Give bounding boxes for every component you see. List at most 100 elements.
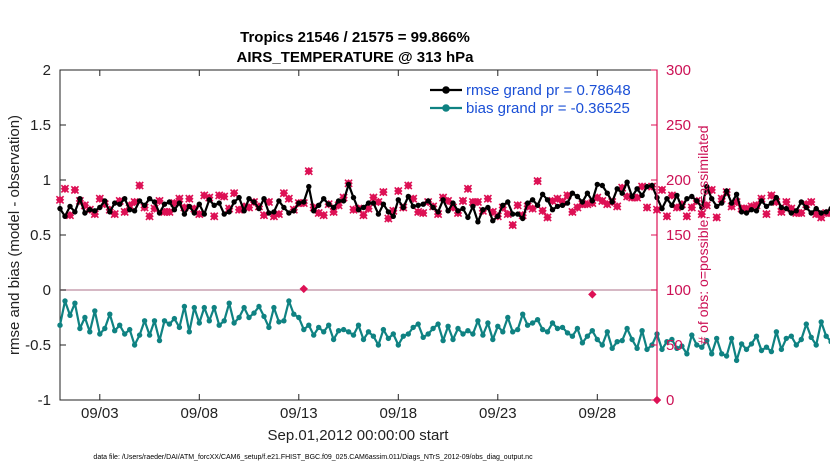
rmse-point-76	[435, 209, 441, 215]
rmse-point-46	[286, 210, 292, 216]
rmse-point-140	[753, 208, 760, 214]
bias-point-43	[271, 304, 277, 311]
bias-point-51	[311, 332, 317, 338]
rmse-point-143	[768, 200, 775, 206]
bias-point-50	[306, 322, 312, 328]
rmse-point-41	[261, 196, 267, 202]
rmse-point-128	[694, 198, 700, 204]
bias-point-151	[808, 334, 814, 340]
rmse-point-26	[186, 203, 192, 210]
y-left-tick-label-0: -1	[38, 392, 51, 409]
bias-point-41	[261, 313, 267, 320]
y-right-tick-label-4: 200	[666, 172, 691, 189]
obs-assimilated-marker-95	[528, 204, 537, 213]
bias-point-146	[783, 335, 789, 342]
bias-point-80	[455, 325, 461, 332]
rmse-point-4	[77, 196, 83, 202]
bias-point-64	[375, 342, 382, 348]
bias-point-11	[112, 328, 118, 334]
obs-assimilated-marker-98	[543, 213, 552, 222]
bias-point-46	[286, 298, 292, 304]
bias-point-107	[589, 328, 595, 334]
x-tick-label-0: 09/03	[81, 405, 119, 422]
rmse-point-125	[679, 204, 685, 211]
rmse-point-126	[684, 196, 690, 202]
bias-point-70	[405, 331, 411, 337]
bias-point-72	[415, 321, 421, 327]
y-left-tick-label-5: 1.5	[30, 117, 51, 134]
bias-point-57	[340, 326, 347, 333]
bias-point-154	[823, 333, 829, 339]
bias-point-77	[440, 337, 446, 344]
obs-assimilated-marker-55	[329, 207, 338, 217]
rmse-point-89	[500, 202, 506, 208]
obs-assimilated-marker-68	[394, 186, 403, 196]
bias-point-47	[291, 311, 297, 317]
rmse-point-103	[569, 190, 576, 196]
obs-assimilated-marker-35	[229, 189, 239, 198]
bias-point-53	[321, 329, 327, 335]
bias-point-49	[301, 326, 307, 333]
obs-assimilated-marker-73	[419, 208, 428, 218]
rmse-point-131	[709, 196, 715, 202]
rmse-point-122	[664, 196, 670, 202]
bias-point-7	[92, 308, 98, 314]
bias-point-28	[196, 320, 202, 326]
rmse-point-149	[798, 199, 804, 205]
rmse-point-70	[405, 193, 411, 200]
rmse-point-47	[291, 208, 297, 214]
rmse-point-30	[206, 197, 212, 203]
bias-point-19	[151, 318, 158, 324]
y-left-tick-label-2: 0	[43, 282, 51, 299]
obs-assimilated-marker-142	[762, 209, 771, 219]
y-right-tick-label-6: 300	[666, 62, 691, 79]
rmse-point-48	[296, 200, 302, 206]
rmse-point-16	[136, 198, 143, 204]
rmse-point-5	[82, 210, 88, 216]
obs-assimilated-marker-84	[473, 197, 483, 207]
bias-point-121	[659, 346, 665, 353]
bias-point-135	[728, 335, 735, 342]
obs-assimilated-marker-61	[359, 211, 368, 220]
bias-point-37	[241, 304, 247, 311]
rmse-point-108	[594, 181, 600, 188]
bias-point-106	[584, 333, 591, 339]
rmse-point-150	[803, 204, 809, 211]
obs-outlier-marker-1	[588, 290, 597, 299]
obs-outlier-marker-0	[299, 284, 308, 294]
rmse-point-33	[221, 211, 227, 217]
obs-assimilated-marker-126	[682, 212, 692, 221]
y-axis-left-label: rmse and bias (model - observation)	[6, 115, 23, 355]
y-left-tick-label-3: 0.5	[30, 227, 51, 244]
bias-point-133	[719, 351, 725, 357]
obs-assimilated-marker-121	[657, 185, 667, 195]
bias-point-109	[599, 342, 605, 348]
data-file-footer: data file: /Users/raeder/DAI/ATM_forcXX/…	[93, 454, 533, 461]
bias-point-113	[619, 337, 625, 344]
rmse-point-9	[102, 198, 108, 204]
bias-point-42	[266, 324, 272, 331]
rmse-point-10	[107, 209, 113, 215]
bias-point-92	[515, 326, 521, 333]
bias-point-24	[176, 324, 183, 331]
y-left-tick-label-4: 1	[43, 172, 51, 189]
x-axis-label: Sep.01,2012 00:00:00 start	[268, 427, 450, 444]
bias-point-153	[818, 319, 824, 325]
bias-point-84	[475, 318, 481, 324]
rmse-point-151	[808, 210, 814, 216]
bias-point-69	[400, 333, 406, 339]
obs-assimilated-marker-20	[155, 196, 164, 206]
bias-point-138	[743, 346, 750, 353]
rmse-point-75	[430, 204, 436, 211]
rmse-point-142	[763, 203, 770, 210]
bias-point-21	[161, 318, 168, 324]
bias-point-74	[425, 331, 431, 337]
bias-point-124	[674, 345, 680, 351]
obs-assimilated-marker-123	[667, 191, 677, 200]
rmse-point-11	[112, 200, 118, 206]
rmse-point-86	[485, 204, 491, 211]
rmse-point-104	[574, 193, 581, 200]
bias-point-39	[251, 310, 257, 316]
bias-point-130	[704, 337, 710, 344]
rmse-point-38	[246, 196, 252, 202]
